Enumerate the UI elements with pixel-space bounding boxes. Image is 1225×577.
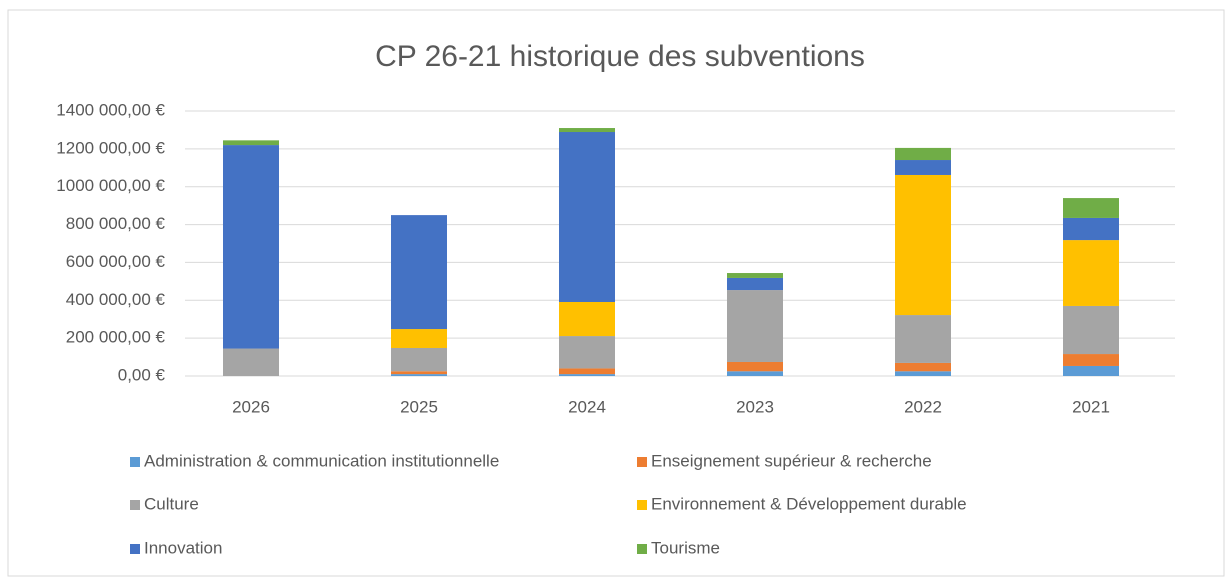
bar-segment <box>391 374 447 376</box>
y-tick-label: 1400 000,00 € <box>56 100 165 119</box>
bar-segment <box>895 160 951 175</box>
bar-segment <box>559 132 615 302</box>
bar-segment <box>1063 198 1119 218</box>
y-tick-label: 1000 000,00 € <box>56 176 165 195</box>
x-tick-label: 2026 <box>232 397 270 416</box>
legend-label: Environnement & Développement durable <box>651 494 967 513</box>
legend-swatch <box>637 500 647 510</box>
legend-label: Administration & communication instituti… <box>144 451 499 470</box>
bar-segment <box>223 140 279 146</box>
x-tick-label: 2024 <box>568 397 606 416</box>
y-tick-label: 1200 000,00 € <box>56 138 165 157</box>
bar-segment <box>727 371 783 376</box>
bar-segment <box>727 361 783 372</box>
bar-segment <box>391 215 447 330</box>
bar-segment <box>1063 354 1119 366</box>
bar-segment <box>559 128 615 133</box>
legend-swatch <box>637 544 647 554</box>
bar-segment <box>223 348 279 376</box>
y-tick-label: 400 000,00 € <box>66 290 166 309</box>
bar-segment <box>1063 217 1119 241</box>
bar-segment <box>559 368 615 375</box>
x-tick-label: 2023 <box>736 397 774 416</box>
chart-title: CP 26-21 historique des subventions <box>375 40 865 73</box>
bar-segment <box>727 277 783 291</box>
bar-segment <box>1063 365 1119 376</box>
bar-segment <box>559 374 615 376</box>
y-tick-label: 0,00 € <box>118 365 166 384</box>
bar-segment <box>895 371 951 376</box>
legend-label: Tourisme <box>651 538 720 557</box>
legend-swatch <box>130 457 140 467</box>
legend-label: Culture <box>144 494 199 513</box>
legend-label: Enseignement supérieur & recherche <box>651 451 932 470</box>
bar-segment <box>559 336 615 369</box>
chart-frame <box>7 9 1225 577</box>
bar-segment <box>895 315 951 363</box>
y-tick-label: 200 000,00 € <box>66 328 166 347</box>
bar-segment <box>727 290 783 362</box>
bar-segment <box>895 362 951 372</box>
legend-swatch <box>637 457 647 467</box>
bar-segment <box>895 147 951 161</box>
y-tick-label: 600 000,00 € <box>66 252 166 271</box>
legend-swatch <box>130 500 140 510</box>
bar-segment <box>727 273 783 278</box>
x-tick-label: 2025 <box>400 397 438 416</box>
bar-segment <box>1063 240 1119 306</box>
bar-segment <box>559 301 615 337</box>
x-tick-label: 2022 <box>904 397 942 416</box>
bar-segment <box>223 145 279 349</box>
bar-segment <box>391 329 447 348</box>
bar-segment <box>895 174 951 316</box>
legend-label: Innovation <box>144 538 222 557</box>
y-tick-label: 800 000,00 € <box>66 214 166 233</box>
bar-segment <box>1063 305 1119 355</box>
bar-segment <box>391 347 447 372</box>
legend-swatch <box>130 544 140 554</box>
x-tick-label: 2021 <box>1072 397 1110 416</box>
bar-segment <box>391 371 447 375</box>
